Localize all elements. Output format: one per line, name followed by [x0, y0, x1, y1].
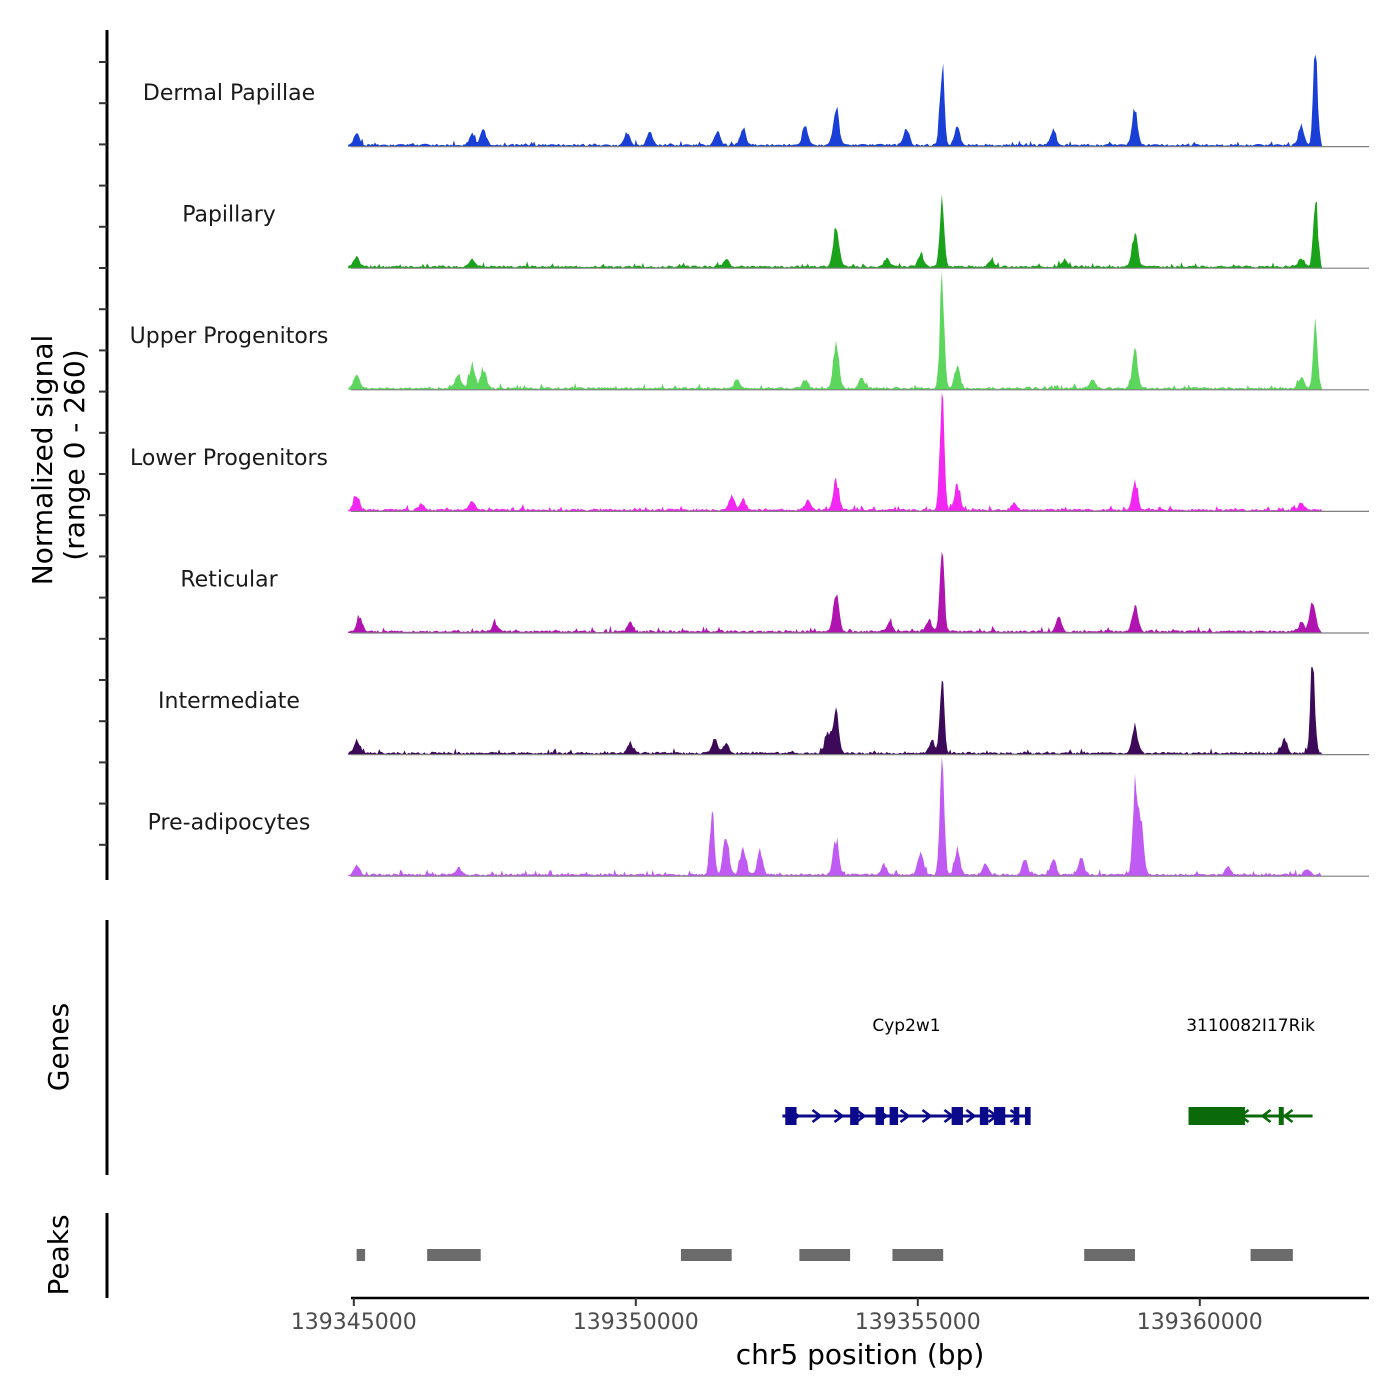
- genes-track-label: Genes: [42, 1003, 75, 1091]
- coverage-track: Intermediate: [158, 667, 1369, 756]
- x-tick-label: 139355000: [855, 1310, 981, 1335]
- gene-exon: [1013, 1107, 1020, 1125]
- track-label: Reticular: [180, 567, 278, 592]
- y-axis-title-line1: Normalized signal: [26, 335, 59, 586]
- genes-track: Cyp2w1 3110082I17Rik: [782, 1016, 1315, 1125]
- gene-exon: [951, 1107, 963, 1125]
- strand-arrow: [899, 1109, 911, 1123]
- x-axis-ticks: 139345000 139350000 139355000 139360000: [291, 1298, 1263, 1335]
- gene-label: 3110082I17Rik: [1186, 1016, 1315, 1036]
- track-label: Upper Progenitors: [130, 324, 329, 349]
- gene: 3110082I17Rik: [1186, 1016, 1315, 1125]
- coverage-area: [348, 54, 1323, 147]
- peak-region: [1084, 1249, 1135, 1261]
- peak-region: [1250, 1249, 1293, 1261]
- coverage-area: [348, 270, 1323, 390]
- gene-exon: [1278, 1107, 1284, 1125]
- x-tick-label: 139350000: [573, 1310, 699, 1335]
- strand-arrow: [855, 1109, 867, 1123]
- gene-exon: [889, 1107, 899, 1125]
- coverage-area: [348, 194, 1323, 269]
- coverage-track: Reticular: [180, 551, 1369, 634]
- peak-region: [892, 1249, 944, 1261]
- strand-arrow: [921, 1109, 933, 1123]
- coverage-area: [348, 551, 1323, 633]
- coverage-area: [348, 757, 1323, 877]
- strand-arrow: [1260, 1109, 1272, 1123]
- coverage-track: Lower Progenitors: [130, 392, 1369, 512]
- strand-arrow: [965, 1109, 977, 1123]
- gene-exon: [979, 1107, 989, 1125]
- coverage-area: [348, 667, 1323, 755]
- gene: Cyp2w1: [782, 1016, 1031, 1125]
- coverage-track: Dermal Papillae: [143, 54, 1369, 148]
- coverage-track: Papillary: [182, 194, 1369, 269]
- track-label: Dermal Papillae: [143, 81, 315, 106]
- peak-region: [799, 1249, 851, 1261]
- track-label: Lower Progenitors: [130, 446, 328, 471]
- coverage-area: [348, 392, 1323, 512]
- x-axis-title: chr5 position (bp): [736, 1338, 985, 1371]
- coverage-y-ticks: [99, 61, 107, 846]
- gene-label: Cyp2w1: [872, 1016, 940, 1036]
- track-label: Intermediate: [158, 689, 300, 714]
- y-axis-title-line2: (range 0 - 260): [58, 349, 91, 560]
- x-tick-label: 139345000: [291, 1310, 417, 1335]
- gene-exon: [875, 1107, 884, 1125]
- gene-exon: [993, 1107, 1006, 1125]
- gene-exon: [1024, 1107, 1031, 1125]
- strand-arrow: [833, 1109, 845, 1123]
- track-label: Pre-adipocytes: [148, 811, 311, 836]
- strand-arrow: [811, 1109, 823, 1123]
- peak-region: [427, 1249, 481, 1261]
- x-tick-label: 139360000: [1137, 1310, 1263, 1335]
- coverage-tracks: Dermal Papillae Papillary Upper Progenitor…: [130, 54, 1369, 877]
- peak-region: [356, 1249, 366, 1261]
- strand-arrow: [1282, 1109, 1294, 1123]
- peaks-track: [356, 1249, 1293, 1261]
- coverage-track: Pre-adipocytes: [148, 757, 1369, 877]
- peaks-track-label: Peaks: [42, 1214, 75, 1295]
- coverage-track: Upper Progenitors: [130, 270, 1369, 391]
- gene-exon: [785, 1107, 797, 1125]
- gene-exon: [850, 1107, 859, 1125]
- track-label: Papillary: [182, 203, 276, 228]
- gene-exon: [1188, 1107, 1245, 1125]
- peak-region: [680, 1249, 732, 1261]
